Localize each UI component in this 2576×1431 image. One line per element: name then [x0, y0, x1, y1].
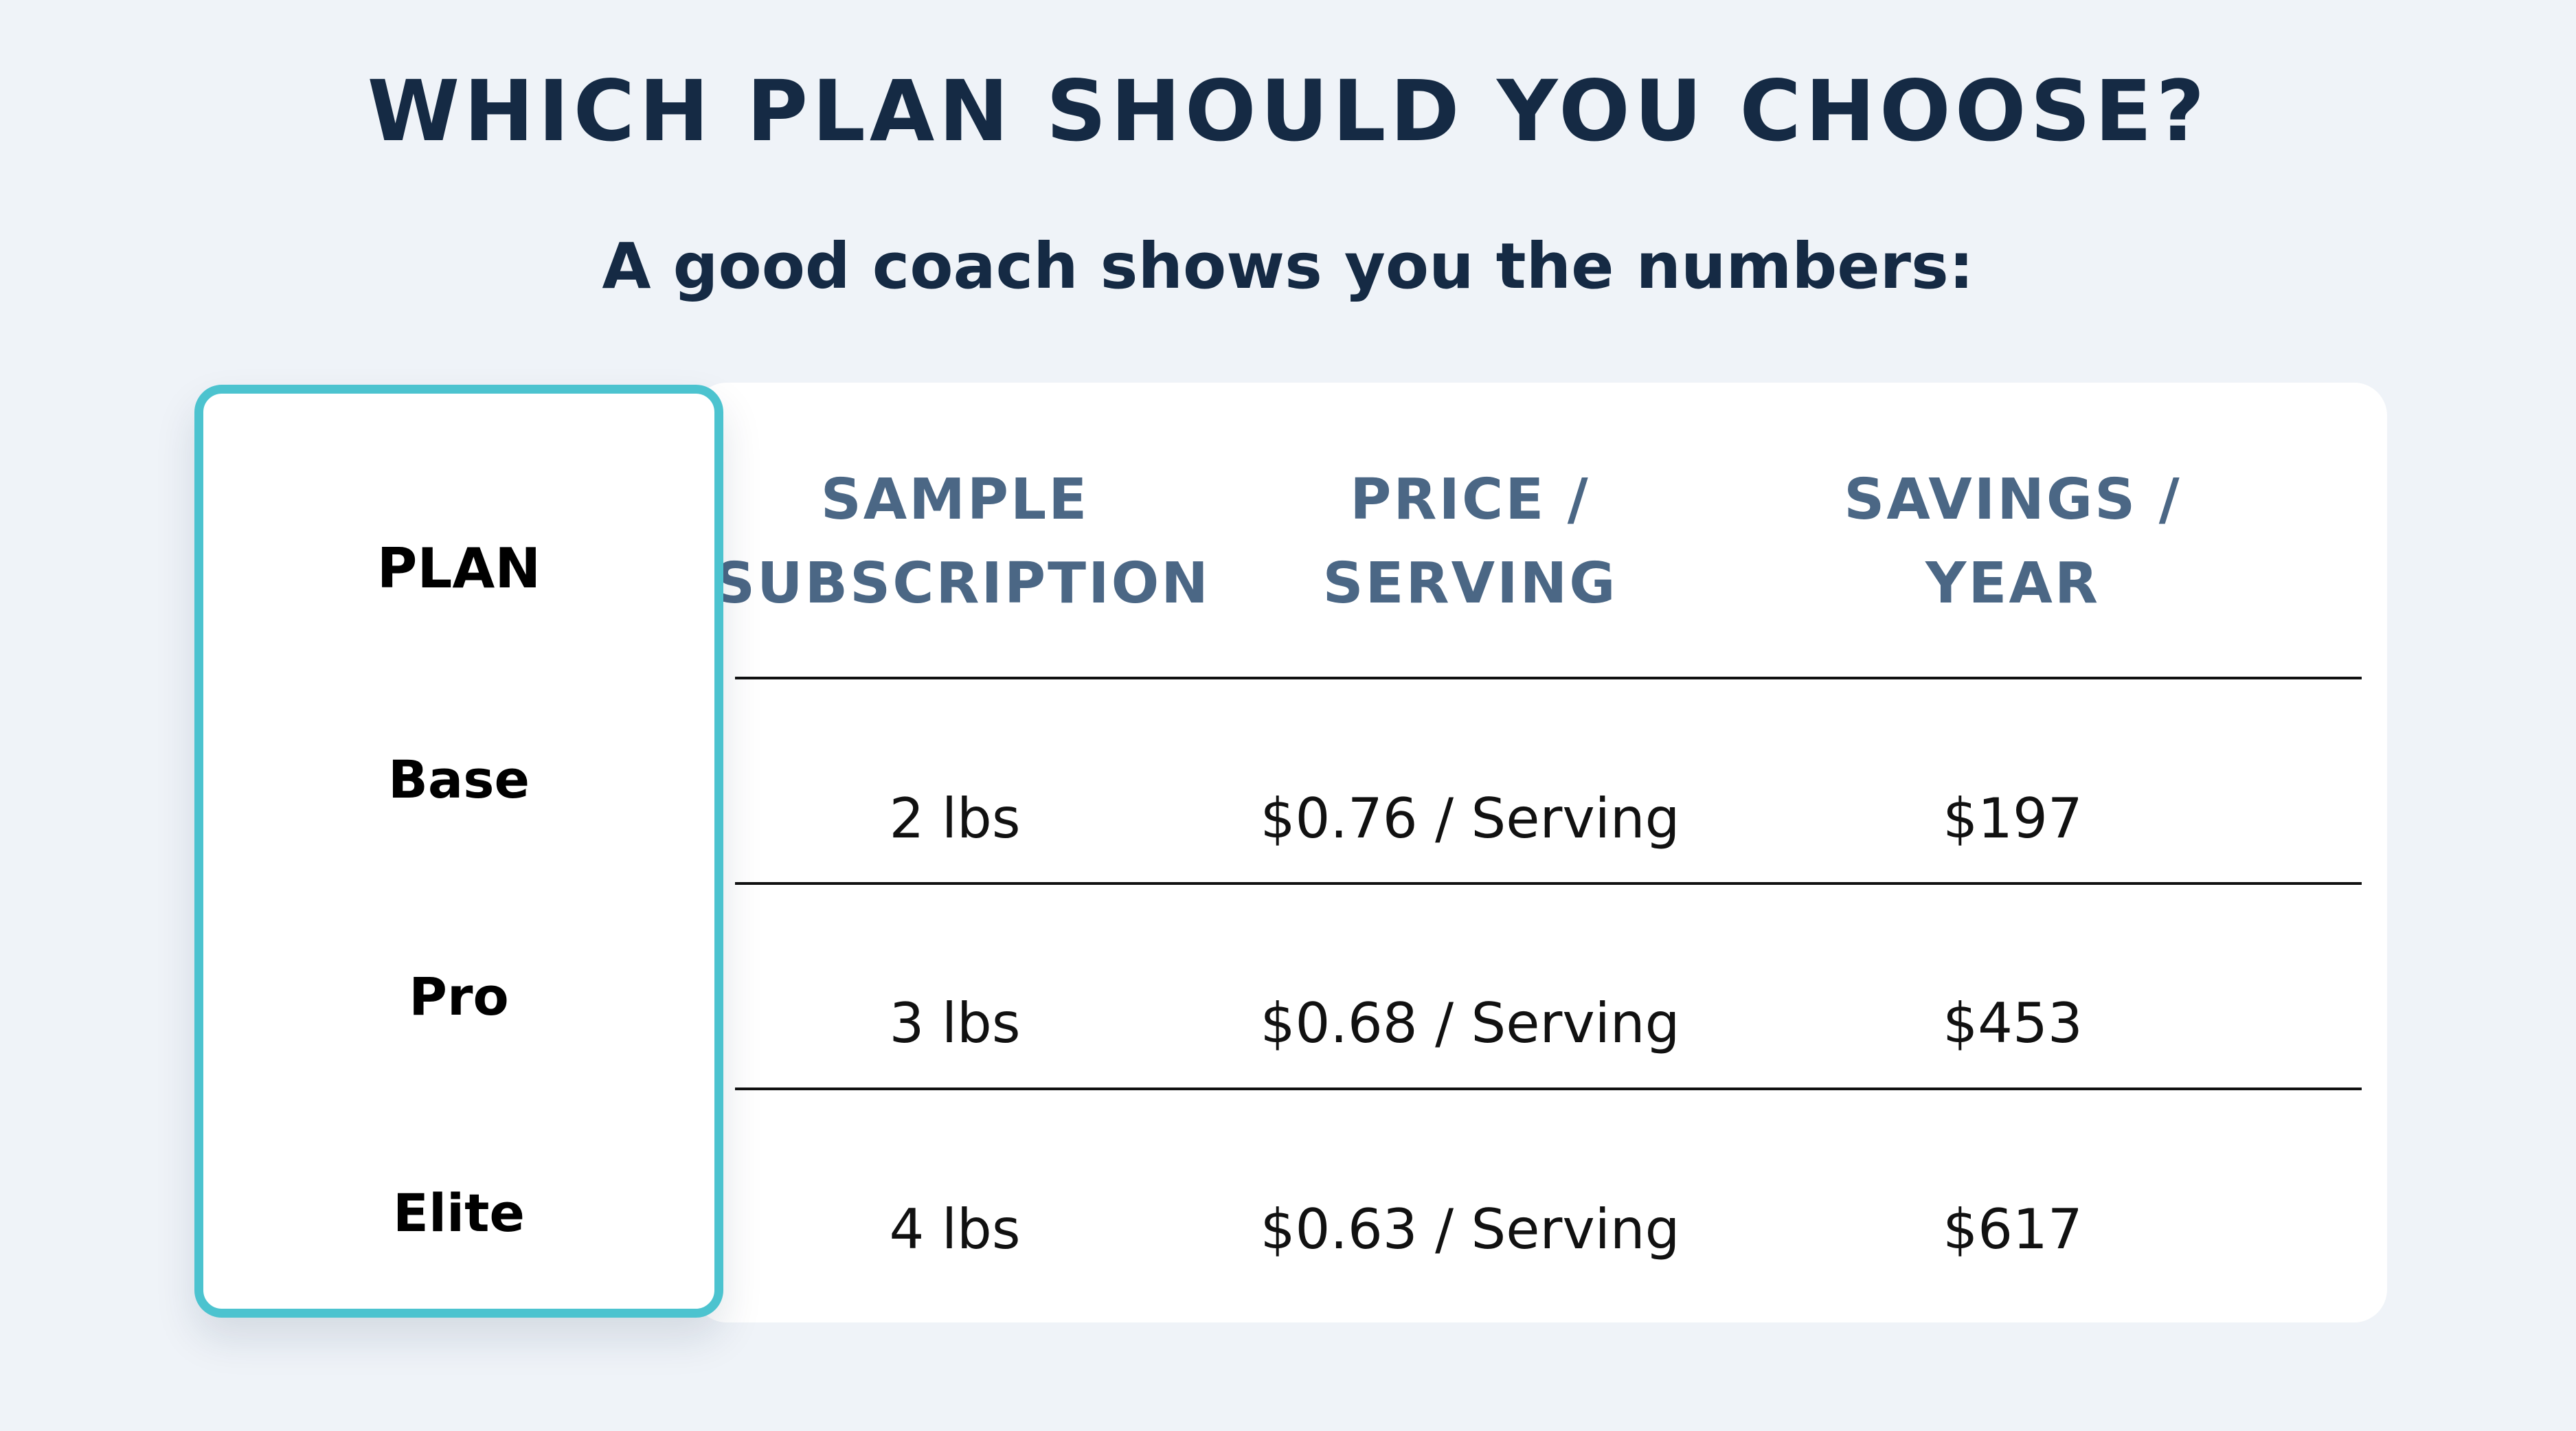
cell-price: $0.76 / Serving [1260, 787, 1680, 850]
row-divider [735, 1088, 2362, 1090]
cell-savings: $197 [1943, 787, 2083, 850]
plan-name-base: Base [388, 749, 530, 810]
cell-price: $0.63 / Serving [1260, 1197, 1680, 1261]
cell-price: $0.68 / Serving [1260, 991, 1680, 1055]
page-subtitle: A good coach shows you the numbers: [602, 229, 1974, 303]
column-header-savings: SAVINGS / YEAR [1807, 458, 2219, 623]
column-header-subscription: SAMPLE SUBSCRIPTION [714, 458, 1210, 623]
plan-column-header: PLAN [376, 537, 541, 600]
plan-name-pro: Pro [409, 966, 509, 1027]
plan-column-highlight: PLAN Base Pro Elite [194, 385, 723, 1318]
header-divider [735, 677, 2362, 679]
column-header-price: PRICE / SERVING [1271, 458, 1669, 623]
cell-subscription: 4 lbs [889, 1197, 1021, 1261]
cell-subscription: 2 lbs [889, 787, 1021, 850]
column-header-savings-line2: YEAR [1925, 551, 2100, 616]
cell-savings: $453 [1943, 991, 2083, 1055]
comparison-table: SAMPLE SUBSCRIPTION PRICE / SERVING SAVI… [694, 383, 2387, 1322]
page-title: WHICH PLAN SHOULD YOU CHOOSE? [367, 63, 2209, 160]
cell-subscription: 3 lbs [889, 991, 1021, 1055]
row-divider [735, 882, 2362, 885]
column-header-savings-line1: SAVINGS / [1844, 467, 2182, 532]
cell-savings: $617 [1943, 1197, 2083, 1261]
column-header-price-line1: PRICE / [1350, 467, 1590, 532]
plan-name-elite: Elite [393, 1182, 525, 1243]
column-header-price-line2: SERVING [1322, 551, 1618, 616]
column-header-subscription-line2: SUBSCRIPTION [714, 551, 1210, 616]
column-header-subscription-line1: SAMPLE [820, 467, 1089, 532]
